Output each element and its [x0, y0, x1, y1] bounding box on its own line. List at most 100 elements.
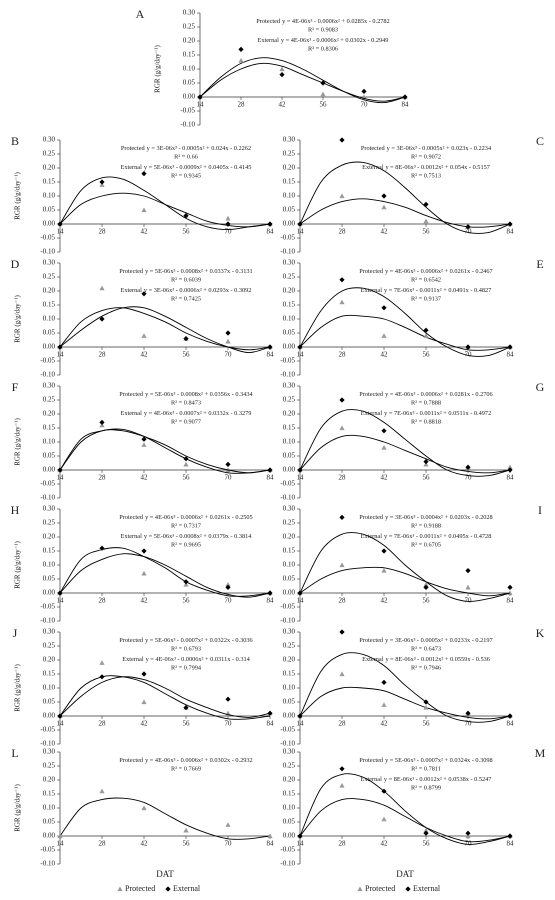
data-point — [381, 816, 387, 822]
x-tick-label: 42 — [381, 228, 389, 236]
y-tick-label: -0.10 — [280, 494, 295, 502]
equation: External y = 7E-06x³ - 0.0011x² + 0.0511x… — [361, 410, 491, 417]
equation: External y = 8E-06x³ - 0.0012x² + 0.0538x… — [361, 776, 492, 783]
equation-text: y = 5E-06x³ - 0.0008x² + 0.0379x - 0.381… — [144, 533, 252, 540]
y-tick-label: 0.00 — [43, 589, 56, 597]
y-tick-label: -0.05 — [280, 603, 295, 611]
y-tick-label: 0.15 — [283, 547, 296, 555]
x-tick-label: 70 — [225, 720, 233, 728]
x-tick-label: 28 — [99, 597, 107, 605]
y-tick-label: -0.10 — [40, 617, 55, 625]
x-tick-label: 28 — [99, 474, 107, 482]
y-tick-label: 0.30 — [283, 628, 296, 636]
y-tick-label: 0.20 — [43, 287, 56, 295]
x-tick-label: 28 — [339, 720, 347, 728]
data-point — [465, 224, 471, 230]
fit-curve — [299, 161, 511, 234]
y-tick-label: 0.20 — [283, 287, 296, 295]
legend-label: Protected — [365, 884, 395, 893]
legend-label: Protected — [125, 884, 155, 893]
panel-label: D — [11, 257, 20, 271]
data-point — [225, 221, 231, 227]
y-tick-label: 0.00 — [183, 93, 196, 101]
data-point — [465, 710, 471, 716]
equation-text: y = 4E-06x³ - 0.0006x² + 0.0261x - 0.246… — [385, 268, 493, 275]
x-tick-label: 70 — [465, 228, 473, 236]
data-point — [183, 456, 189, 462]
data-point — [507, 344, 513, 350]
y-tick-label: -0.05 — [280, 846, 295, 854]
r-squared: R² = 0.7669 — [171, 765, 201, 772]
y-tick-label: 0.05 — [43, 575, 56, 583]
y-axis-label: RGR (g/g/day⁻¹) — [14, 295, 22, 343]
data-point — [381, 679, 387, 685]
x-tick-label: 70 — [465, 351, 473, 359]
data-point — [381, 204, 387, 210]
x-tick-label: 84 — [507, 228, 515, 236]
equation: Protected y = 5E-06x³ - 0.0008x² + 0.0356… — [119, 391, 253, 398]
y-tick-label: 0.25 — [43, 762, 56, 770]
panel-label: J — [13, 626, 18, 640]
x-tick-label: 28 — [339, 474, 347, 482]
data-point — [381, 333, 387, 338]
x-tick-label: 14 — [297, 474, 305, 482]
y-tick-label: 0.25 — [43, 396, 56, 404]
data-point — [402, 94, 408, 100]
equation: External y = 5E-06x³ - 0.0009x² + 0.0405x… — [121, 164, 252, 171]
data-point — [423, 333, 429, 338]
data-point — [141, 442, 147, 447]
series-name: Protected — [359, 268, 384, 275]
x-tick-label: 28 — [339, 840, 347, 848]
x-tick-label: 56 — [423, 597, 431, 605]
data-point — [339, 299, 345, 305]
y-tick-label: 0.05 — [43, 206, 56, 214]
y-tick-label: 0.00 — [283, 466, 296, 474]
y-tick-label: 0.25 — [283, 519, 296, 527]
panel-label: C — [536, 134, 544, 148]
fit-curve — [299, 314, 511, 351]
series-name: External — [361, 410, 383, 417]
data-point — [279, 66, 285, 72]
x-tick-label: 84 — [267, 474, 275, 482]
y-tick-label: 0.10 — [283, 804, 296, 812]
x-tick-label: 70 — [225, 597, 233, 605]
data-point — [339, 766, 345, 772]
y-tick-label: 0.00 — [43, 343, 56, 351]
equation-text: y = 4E-06x³ - 0.0006x² + 0.0311x - 0.314 — [146, 656, 251, 663]
y-tick-label: 0.30 — [283, 259, 296, 267]
y-tick-label: 0.25 — [43, 519, 56, 527]
y-tick-label: 0.10 — [183, 65, 196, 73]
y-tick-label: 0.00 — [283, 589, 296, 597]
x-tick-label: 42 — [279, 101, 287, 109]
data-point — [99, 788, 105, 794]
y-tick-label: 0.05 — [43, 452, 56, 460]
equation-text: y = 3E-06x³ - 0.0006x² + 0.0293x - 0.309… — [144, 287, 252, 294]
series-name: External — [258, 37, 280, 44]
series-name: Protected — [119, 268, 144, 275]
equation: External y = 3E-06x³ - 0.0006x² + 0.0293x… — [121, 287, 252, 294]
y-tick-label: 0.25 — [283, 642, 296, 650]
equation: Protected y = 4E-06x³ - 0.0006x² + 0.0281… — [359, 391, 492, 398]
x-tick-label: 42 — [381, 840, 389, 848]
equation-text: y = 4E-06x³ - 0.0007x² + 0.0332x - 0.327… — [144, 410, 252, 417]
data-point — [225, 461, 231, 467]
fit-curve — [299, 566, 511, 597]
data-point — [238, 58, 244, 63]
data-point — [423, 584, 429, 590]
y-tick-label: 0.05 — [283, 818, 296, 826]
y-tick-label: 0.25 — [43, 150, 56, 158]
data-point — [141, 570, 147, 576]
data-point — [507, 467, 513, 473]
fit-curve — [59, 307, 271, 351]
fit-curve — [299, 434, 511, 474]
data-point — [183, 827, 189, 833]
y-tick-label: 0.20 — [283, 776, 296, 784]
data-point — [267, 710, 273, 716]
data-point — [141, 805, 147, 811]
fit-curve — [59, 547, 271, 597]
y-tick-label: 0.10 — [43, 684, 56, 692]
data-point — [507, 833, 513, 839]
x-tick-label: 70 — [465, 474, 473, 482]
y-tick-label: -0.05 — [40, 480, 55, 488]
panel-label: I — [538, 503, 542, 517]
